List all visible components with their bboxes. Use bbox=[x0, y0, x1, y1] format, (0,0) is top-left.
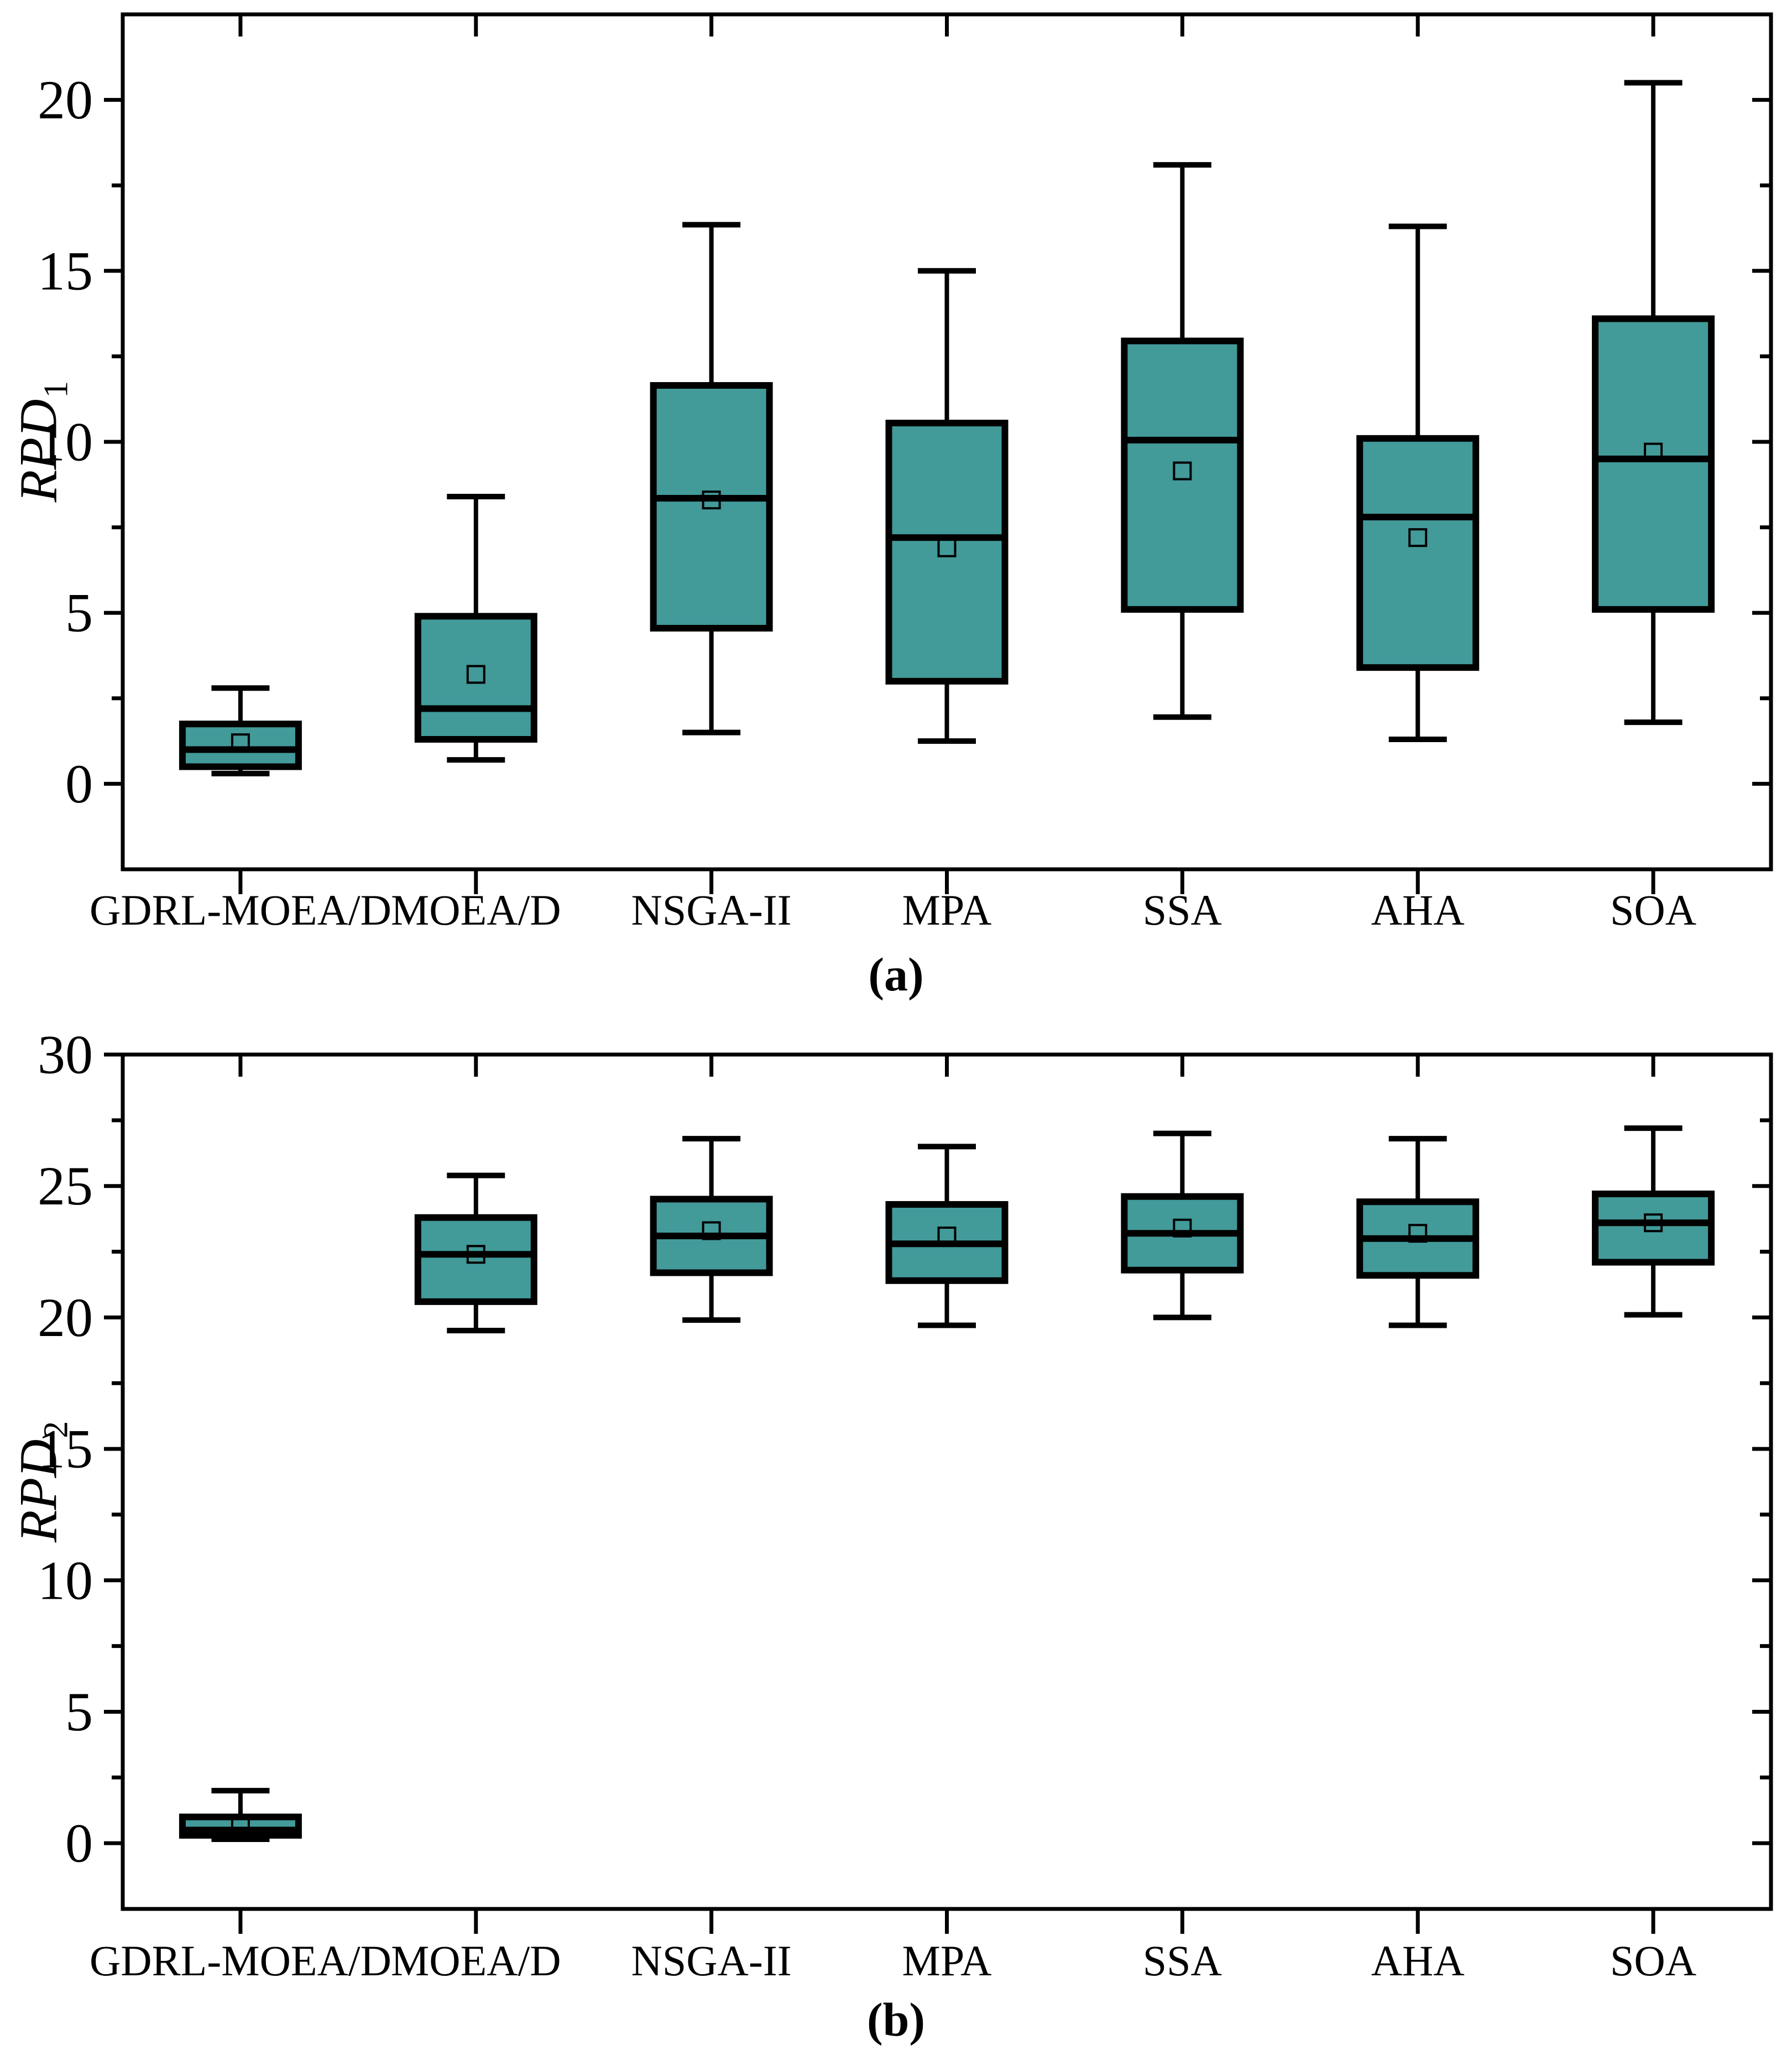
x-category-label: NSGA-II bbox=[631, 1937, 791, 1985]
x-category-label: GDRL-MOEA/D bbox=[90, 886, 391, 934]
mean-marker bbox=[466, 665, 485, 684]
iqr-box bbox=[1121, 337, 1244, 613]
x-category-label: AHA bbox=[1371, 1937, 1465, 1985]
y-tick-label: 0 bbox=[65, 753, 93, 815]
iqr-box bbox=[1592, 1190, 1715, 1266]
mean-marker bbox=[466, 1245, 485, 1264]
x-category-label: SOA bbox=[1610, 886, 1696, 934]
y-tick-label: 20 bbox=[38, 1287, 93, 1348]
mean-marker bbox=[937, 538, 957, 557]
box-moea-d-a bbox=[414, 493, 537, 763]
iqr-box bbox=[414, 613, 537, 743]
x-category-label: NSGA-II bbox=[631, 886, 791, 934]
box-moea-d-b bbox=[414, 1172, 537, 1334]
y-tick-label: 20 bbox=[38, 69, 93, 131]
y-axis-title-text-a: RPD bbox=[8, 399, 68, 502]
mean-marker bbox=[1408, 1224, 1428, 1243]
mean-marker bbox=[937, 1227, 957, 1246]
panel-b-caption: (b) bbox=[866, 1993, 926, 2046]
x-category-label: AHA bbox=[1371, 886, 1465, 934]
y-axis-title-panel-b: RPD2 bbox=[2, 1311, 75, 1653]
x-category-label: SSA bbox=[1143, 1937, 1222, 1985]
y-axis-title-text-b: RPD bbox=[8, 1439, 68, 1542]
y-tick-label: 5 bbox=[65, 582, 93, 644]
box-nsga-ii-b bbox=[650, 1136, 773, 1323]
box-mpa-b bbox=[885, 1144, 1009, 1328]
y-tick-label: 15 bbox=[38, 1418, 93, 1480]
mean-marker bbox=[702, 491, 721, 510]
mean-marker bbox=[1173, 461, 1192, 481]
mean-marker bbox=[231, 1815, 250, 1834]
iqr-box bbox=[1356, 435, 1480, 671]
panel-a: 0 5 10 15 20 GDRL-MOEA/D MOEA/D NSGA-II MPA SSA AH… bbox=[38, 12, 1773, 934]
box-aha-a bbox=[1356, 223, 1480, 743]
box-ssa-b bbox=[1121, 1130, 1244, 1321]
box-gdrl-moea-d-a bbox=[179, 685, 302, 776]
x-category-label: MPA bbox=[902, 886, 992, 934]
panel-a-caption: (a) bbox=[868, 948, 924, 1001]
y-tick-label: 10 bbox=[38, 411, 93, 473]
iqr-box bbox=[885, 419, 1009, 685]
y-tick-label: 25 bbox=[38, 1155, 93, 1217]
x-category-label: MPA bbox=[902, 1937, 992, 1985]
mean-marker bbox=[1408, 528, 1428, 547]
mean-marker bbox=[231, 733, 250, 753]
x-category-label: MOEA/D bbox=[391, 1937, 561, 1985]
y-tick-label: 10 bbox=[38, 1549, 93, 1611]
y-tick-label: 0 bbox=[65, 1813, 93, 1874]
y-axis-title-sub-b: 2 bbox=[37, 1421, 75, 1438]
y-axis-title-sub-a: 1 bbox=[37, 380, 75, 398]
mean-marker bbox=[702, 1221, 721, 1240]
iqr-box bbox=[650, 382, 773, 632]
box-soa-a bbox=[1592, 80, 1715, 726]
y-tick-label: 30 bbox=[38, 1024, 93, 1086]
box-nsga-ii-a bbox=[650, 222, 773, 735]
x-category-label: SOA bbox=[1610, 1937, 1696, 1985]
mean-marker bbox=[1644, 1213, 1663, 1233]
box-ssa-a bbox=[1121, 162, 1244, 720]
y-tick-label: 15 bbox=[38, 240, 93, 301]
x-category-label: GDRL-MOEA/D bbox=[90, 1937, 391, 1985]
box-soa-b bbox=[1592, 1125, 1715, 1318]
iqr-box bbox=[179, 721, 302, 770]
iqr-box bbox=[1592, 315, 1715, 613]
mean-marker bbox=[1644, 442, 1663, 462]
box-gdrl-moea-d-b bbox=[179, 1788, 302, 1843]
x-category-label: MOEA/D bbox=[391, 886, 561, 934]
mean-marker bbox=[1173, 1218, 1192, 1238]
box-aha-b bbox=[1356, 1136, 1480, 1328]
panel-b: 0 5 10 15 20 25 30 GDRL-MOEA/D MOEA/D NSGA-II MPA S… bbox=[38, 1024, 1773, 1985]
iqr-box bbox=[414, 1214, 537, 1305]
box-mpa-a bbox=[885, 268, 1009, 744]
y-axis-title-panel-a: RPD1 bbox=[2, 270, 75, 613]
x-category-label: SSA bbox=[1143, 886, 1222, 934]
y-tick-label: 5 bbox=[65, 1681, 93, 1742]
